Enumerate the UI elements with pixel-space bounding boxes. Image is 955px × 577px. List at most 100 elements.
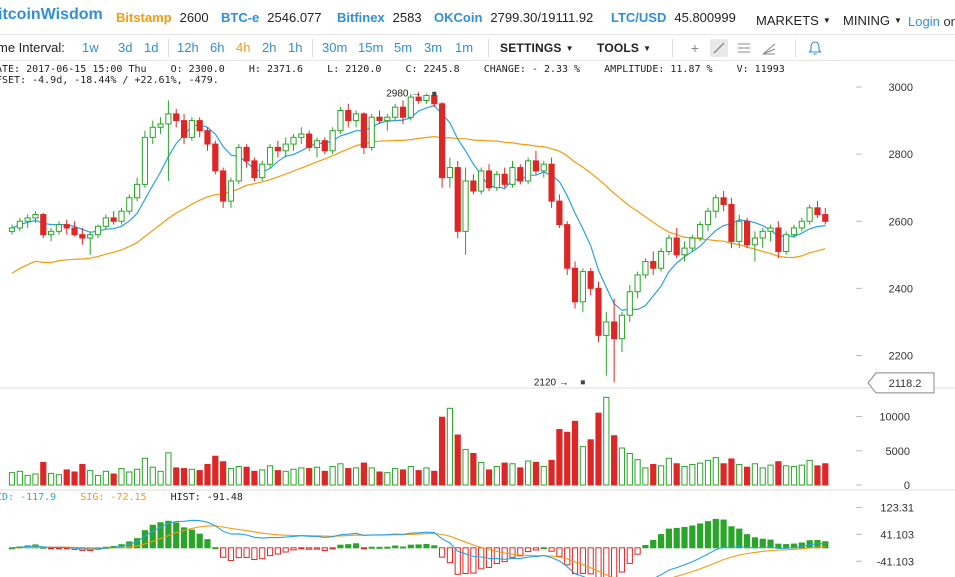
candle-body bbox=[751, 237, 758, 246]
candle-body bbox=[40, 214, 47, 236]
macd-legend: CD: -117.9 SIG: -72.15 HIST: -91.48 bbox=[0, 492, 243, 503]
interval-3m[interactable]: 3m bbox=[424, 40, 443, 55]
bell-icon-graphic bbox=[808, 41, 822, 55]
macd-hist-bar bbox=[149, 524, 156, 549]
offset-line: FSET: -4.9d, -18.44% / +22.61%, -479. bbox=[0, 75, 219, 86]
interval-12h[interactable]: 12h bbox=[177, 40, 199, 55]
chevron-down-icon: ▼ bbox=[565, 44, 574, 53]
tools-menu[interactable]: TOOLS ▼ bbox=[597, 41, 651, 55]
candle-body bbox=[71, 227, 78, 236]
crosshair-icon[interactable]: + bbox=[690, 40, 700, 56]
interval-label: me Interval: bbox=[0, 40, 65, 55]
macd-hist-bar bbox=[204, 539, 211, 549]
chevron-down-icon: ▼ bbox=[893, 16, 902, 25]
candle-body bbox=[571, 267, 579, 303]
price-chart[interactable]: 2200 2400 2600 2800 3000 0 5000 10000 123.31 41.1… bbox=[0, 62, 955, 577]
ticker-exchange: Bitstamp bbox=[116, 10, 172, 25]
volume-bar bbox=[439, 416, 446, 486]
login-link[interactable]: Login bbox=[908, 14, 940, 29]
volume-bar bbox=[571, 420, 579, 486]
candle-body bbox=[204, 130, 211, 145]
macd-hist-bar bbox=[173, 522, 180, 549]
settings-menu[interactable]: SETTINGS ▼ bbox=[500, 41, 574, 55]
markets-menu[interactable]: MARKETS ▼ bbox=[756, 13, 831, 28]
interval-1d[interactable]: 1d bbox=[144, 40, 159, 55]
volume-bar bbox=[525, 460, 532, 486]
interval-1m[interactable]: 1m bbox=[455, 40, 474, 55]
low-annotation: 2120 → bbox=[534, 377, 569, 388]
macd-hist-bar bbox=[352, 543, 360, 549]
ticker-btce[interactable]: BTC-e 2546.077 bbox=[221, 10, 322, 25]
macd-hist-bar bbox=[681, 526, 688, 549]
macd-hist-bar bbox=[454, 547, 461, 575]
candle-body bbox=[814, 207, 821, 216]
info-date: ATE: 2017-06-15 15:00 Thu bbox=[0, 64, 147, 75]
ticker-ltcusd[interactable]: LTC/USD 45.800999 bbox=[611, 10, 736, 25]
volume-bar bbox=[556, 429, 563, 486]
candle-body bbox=[548, 163, 555, 202]
macd-hist-bar bbox=[587, 547, 594, 575]
interval-1w[interactable]: 1w bbox=[82, 40, 99, 55]
candle-body bbox=[321, 140, 328, 152]
interval-2h[interactable]: 2h bbox=[262, 40, 277, 55]
macd-hist-bar bbox=[376, 546, 383, 549]
macd-hist-bar bbox=[439, 547, 446, 558]
candle-body bbox=[704, 210, 712, 226]
candle-body bbox=[790, 227, 798, 236]
volume-bar bbox=[462, 448, 469, 486]
interval-15m[interactable]: 15m bbox=[358, 40, 384, 55]
volume-bar bbox=[798, 464, 805, 486]
macd-hist-bar bbox=[556, 547, 563, 557]
macd-hist-bar bbox=[212, 547, 219, 550]
ticker-bitfinex[interactable]: Bitfinex 2583 bbox=[337, 10, 422, 25]
volume-bar bbox=[454, 434, 461, 486]
signal-line bbox=[11, 525, 826, 577]
volume-bar bbox=[180, 468, 188, 486]
ticker-bitstamp[interactable]: Bitstamp 2600 bbox=[116, 10, 209, 25]
macd-hist-bar bbox=[290, 547, 297, 551]
bell-icon[interactable] bbox=[806, 39, 824, 57]
interval-30m[interactable]: 30m bbox=[322, 40, 348, 55]
volume-bar bbox=[704, 459, 712, 486]
macd-layer bbox=[8, 518, 829, 577]
ticker-okcoin[interactable]: OKCoin 2799.30/19111.92 bbox=[434, 10, 593, 25]
hlines-icon[interactable] bbox=[735, 39, 753, 57]
candle-body bbox=[274, 146, 281, 152]
volume-bar bbox=[783, 465, 790, 486]
interval-3d[interactable]: 3d bbox=[118, 40, 133, 55]
candle-body bbox=[407, 96, 414, 118]
mining-menu[interactable]: MINING ▼ bbox=[843, 13, 902, 28]
volume-bar bbox=[743, 466, 751, 486]
candle-body bbox=[306, 133, 313, 148]
fan-icon-graphic bbox=[762, 43, 776, 55]
hlines-icon-graphic bbox=[738, 43, 750, 53]
site-logo[interactable]: itcoinWisdom bbox=[0, 6, 103, 23]
macd-hist-bar bbox=[48, 547, 55, 550]
candle-body bbox=[235, 146, 242, 182]
macd-hist-bar bbox=[321, 547, 328, 552]
macd-hist-bar bbox=[618, 547, 626, 573]
toolbar-divider bbox=[488, 39, 489, 57]
macd-hist-bar bbox=[712, 518, 719, 549]
volume-bar bbox=[501, 462, 508, 486]
volume-bar bbox=[345, 468, 352, 486]
interval-4h[interactable]: 4h bbox=[236, 40, 251, 55]
ohlc-line: ATE: 2017-06-15 15:00 Thu O: 2300.0 H: 2… bbox=[0, 64, 785, 75]
volume-bar bbox=[102, 470, 109, 486]
macd-hist-bar bbox=[368, 546, 375, 549]
candle-body bbox=[603, 321, 610, 336]
interval-1h[interactable]: 1h bbox=[288, 40, 303, 55]
fan-icon[interactable] bbox=[760, 39, 778, 57]
candle-body bbox=[798, 220, 805, 229]
line-icon[interactable] bbox=[710, 39, 728, 57]
toolbar-divider bbox=[795, 39, 796, 57]
candle-body bbox=[783, 234, 790, 252]
login-or-text: or bbox=[943, 14, 955, 29]
ma-slow-line bbox=[11, 135, 826, 274]
volume-bar bbox=[40, 461, 47, 486]
interval-5m[interactable]: 5m bbox=[394, 40, 413, 55]
volume-bar bbox=[79, 463, 86, 486]
interval-6h[interactable]: 6h bbox=[210, 40, 225, 55]
volume-bar bbox=[618, 447, 626, 486]
info-low: L: 2120.0 bbox=[327, 64, 382, 75]
